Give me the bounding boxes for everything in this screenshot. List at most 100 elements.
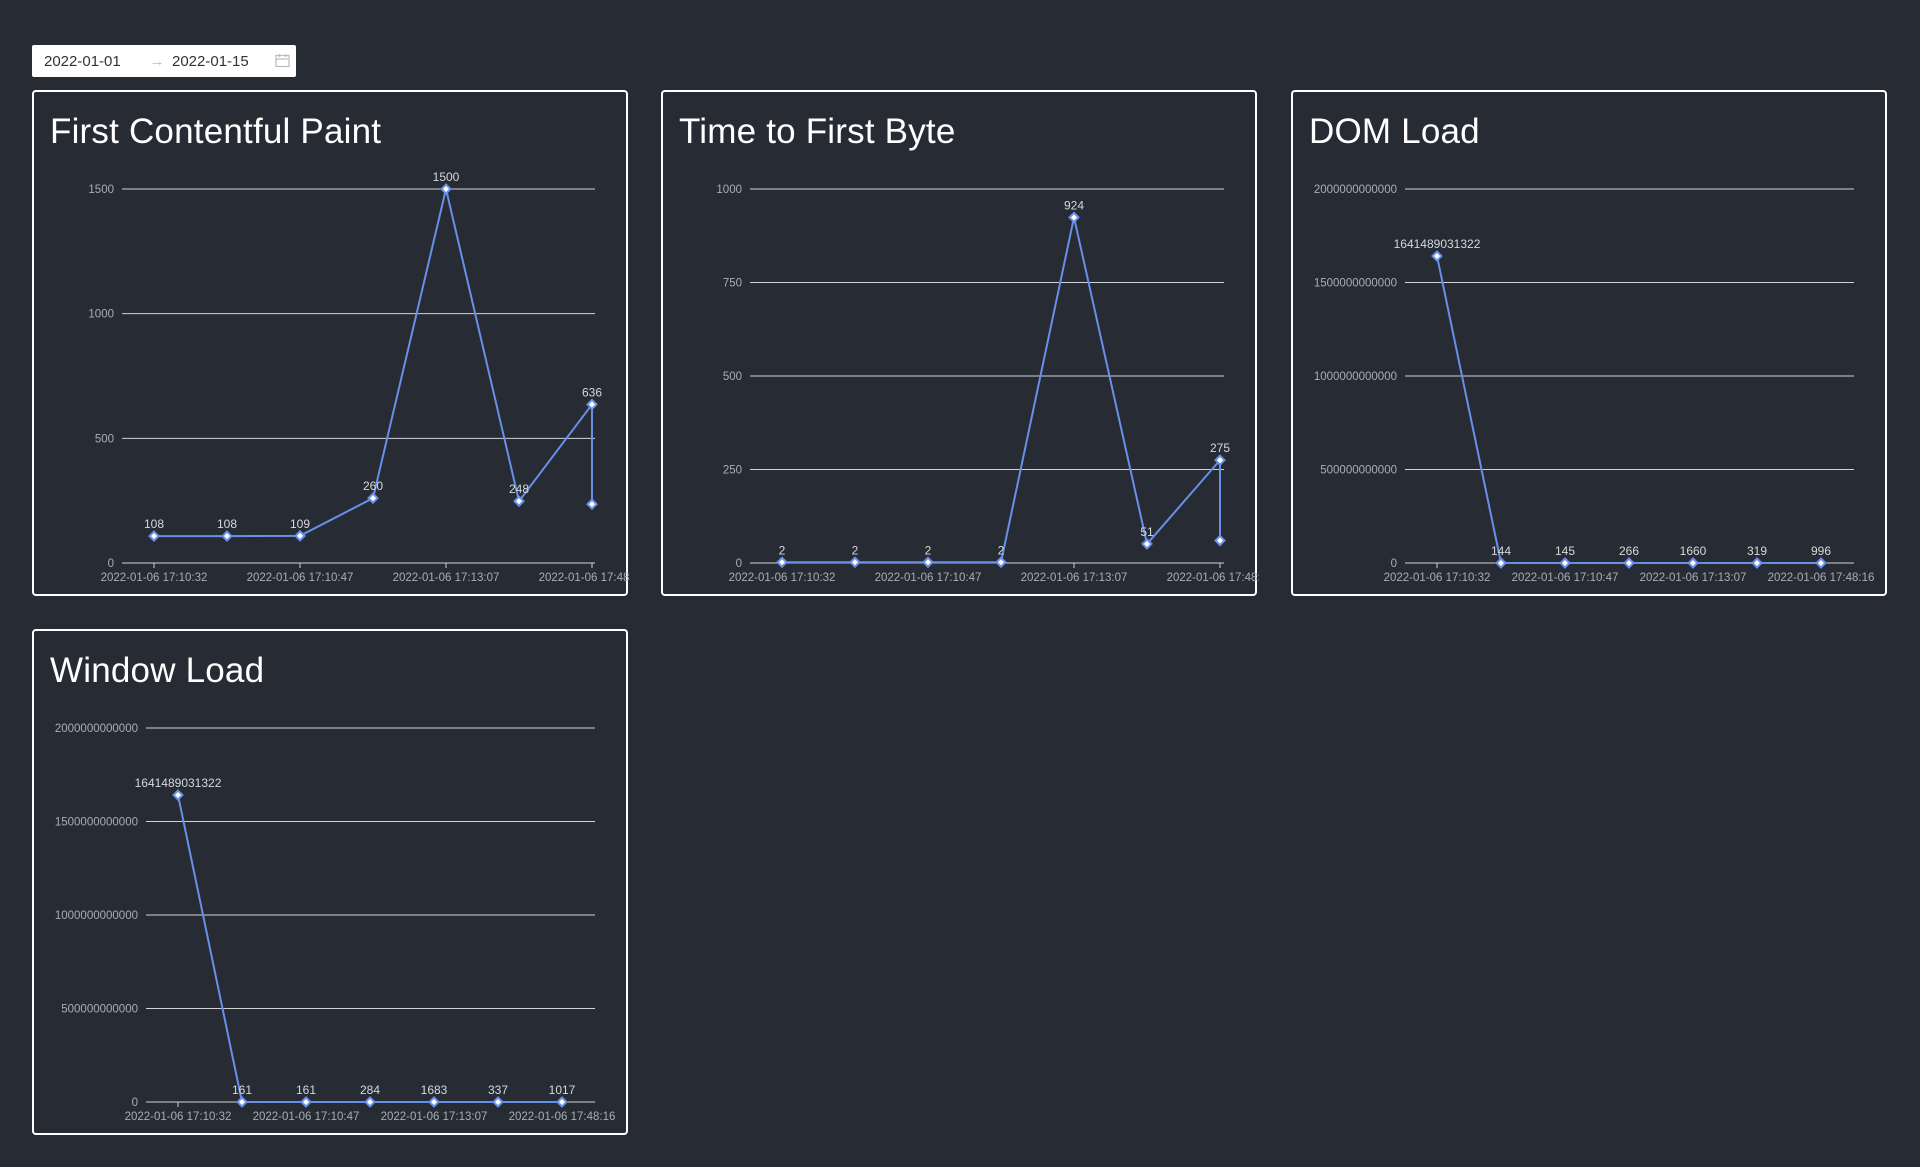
x-tick-label: 2022-01-06 17:13:07 — [1640, 572, 1747, 584]
data-point — [1495, 557, 1507, 569]
dom-load-chart-card: DOM Load 0 500000000000 1000000000000 15000… — [1291, 90, 1887, 596]
data-label: 248 — [509, 482, 529, 496]
date-range-picker[interactable]: 2022-01-01 → 2022-01-15 — [32, 45, 296, 77]
ttfb-chart-card: Time to First Byte 0 250 500 750 1000 2022-01… — [661, 90, 1259, 596]
data-label: 996 — [1811, 544, 1831, 558]
data-point — [922, 556, 934, 569]
series-line — [782, 217, 1221, 564]
x-tick-label: 2022-01-06 17:10:47 — [247, 572, 354, 584]
ttfb-chart: 0 250 500 750 1000 2022-01-06 17:10:32 2022-01… — [716, 184, 1259, 584]
y-tick-label: 1000 — [88, 309, 114, 321]
data-point — [1431, 250, 1443, 262]
data-label: 1660 — [1680, 544, 1707, 558]
y-tick-label: 500000000000 — [61, 1004, 138, 1016]
data-label: 924 — [1064, 198, 1084, 212]
dom-load-chart: 0 500000000000 1000000000000 1500000000000 2… — [1314, 184, 1875, 584]
data-label: 1017 — [549, 1083, 576, 1097]
data-label: 2 — [779, 543, 786, 557]
data-label: 275 — [1210, 441, 1230, 455]
data-label: 1641489031322 — [1394, 237, 1481, 251]
chart-title: Time to First Byte — [679, 112, 956, 151]
data-point — [556, 1096, 568, 1108]
data-point — [849, 556, 861, 569]
y-tick-label: 1500000000000 — [1314, 278, 1397, 290]
x-tick-label: 2022-01-06 17:48:16 — [539, 572, 630, 584]
data-label: 161 — [296, 1083, 316, 1097]
x-tick-label: 2022-01-06 17:10:32 — [101, 572, 208, 584]
data-label: 161 — [232, 1083, 252, 1097]
data-point — [428, 1096, 440, 1108]
range-arrow-icon: → — [149, 52, 165, 70]
chart-title: DOM Load — [1309, 112, 1480, 151]
x-tick-label: 2022-01-06 17:10:32 — [729, 572, 836, 584]
data-label: 109 — [290, 517, 310, 531]
x-tick-label: 2022-01-06 17:48:16 — [1768, 572, 1875, 584]
data-label: 2 — [925, 543, 932, 557]
y-tick-label: 2000000000000 — [55, 723, 138, 735]
data-point — [1623, 557, 1635, 569]
series-line — [1436, 255, 1821, 564]
data-point — [1068, 211, 1080, 224]
window-load-chart-card: Window Load 0 500000000000 1000000000000 15… — [32, 629, 628, 1135]
x-tick-label: 2022-01-06 17:10:47 — [253, 1111, 360, 1123]
data-point — [1559, 557, 1571, 569]
x-tick-label: 2022-01-06 17:48:16 — [509, 1111, 616, 1123]
data-point — [1214, 534, 1226, 547]
y-tick-label: 2000000000000 — [1314, 184, 1397, 196]
data-label: 260 — [363, 479, 383, 493]
data-label: 2 — [998, 543, 1005, 557]
x-tick-label: 2022-01-06 17:10:47 — [875, 572, 982, 584]
y-tick-label: 500000000000 — [1320, 465, 1397, 477]
y-tick-label: 0 — [132, 1097, 138, 1109]
y-tick-label: 0 — [108, 558, 114, 570]
y-tick-label: 500 — [95, 433, 114, 445]
data-point — [294, 529, 306, 542]
data-point — [1687, 557, 1699, 569]
data-point — [300, 1096, 312, 1108]
fcp-chart-card: First Contentful Paint 0 500 1000 1500 2022-… — [32, 90, 630, 596]
y-tick-label: 500 — [723, 371, 742, 383]
data-point — [367, 492, 379, 505]
data-point — [492, 1096, 504, 1108]
data-label: 144 — [1491, 544, 1511, 558]
x-tick-label: 2022-01-06 17:13:07 — [393, 572, 500, 584]
chart-title: Window Load — [50, 651, 265, 690]
x-tick-label: 2022-01-06 17:10:32 — [1384, 572, 1491, 584]
data-point — [776, 556, 788, 569]
data-point — [586, 498, 598, 511]
window-load-chart: 0 500000000000 1000000000000 1500000000000 2… — [55, 723, 616, 1123]
y-tick-label: 0 — [736, 558, 742, 570]
series-line — [177, 794, 562, 1103]
data-point — [995, 556, 1007, 569]
data-label: 319 — [1747, 544, 1767, 558]
x-tick-label: 2022-01-06 17:13:07 — [381, 1111, 488, 1123]
y-tick-label: 1000000000000 — [1314, 371, 1397, 383]
chart-title: First Contentful Paint — [50, 112, 382, 151]
y-tick-label: 0 — [1391, 558, 1397, 570]
data-point — [172, 789, 184, 801]
data-point — [1141, 538, 1153, 550]
x-tick-label: 2022-01-06 17:10:32 — [125, 1111, 232, 1123]
y-tick-label: 1500 — [88, 184, 114, 196]
data-point — [440, 183, 452, 195]
start-date-input[interactable]: 2022-01-01 — [44, 52, 121, 70]
x-tick-label: 2022-01-06 17:13:07 — [1021, 572, 1128, 584]
y-tick-label: 1500000000000 — [55, 817, 138, 829]
x-tick-label: 2022-01-06 17:10:47 — [1512, 572, 1619, 584]
y-tick-label: 250 — [723, 465, 742, 477]
data-label: 108 — [144, 517, 164, 531]
data-point — [1815, 557, 1827, 569]
data-label: 266 — [1619, 544, 1639, 558]
y-tick-label: 1000000000000 — [55, 910, 138, 922]
data-label: 636 — [582, 385, 602, 399]
data-point — [1214, 454, 1226, 467]
end-date-input[interactable]: 2022-01-15 — [172, 52, 249, 70]
data-label: 1683 — [421, 1083, 448, 1097]
data-point — [236, 1096, 248, 1108]
data-label: 108 — [217, 517, 237, 531]
data-label: 1500 — [433, 170, 460, 184]
y-tick-label: 750 — [723, 278, 742, 290]
calendar-icon[interactable] — [274, 54, 292, 68]
data-label: 145 — [1555, 544, 1575, 558]
x-tick-label: 2022-01-06 17:48:16 — [1167, 572, 1259, 584]
